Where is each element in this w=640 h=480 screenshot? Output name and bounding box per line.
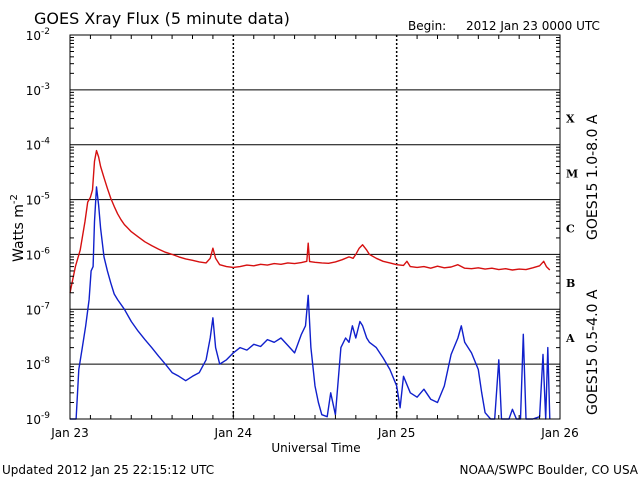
- y-tick-exponent: -8: [41, 356, 50, 366]
- y-tick-label: 10-2: [26, 27, 50, 43]
- flare-class-label: B: [566, 277, 575, 290]
- flare-class-label: A: [565, 332, 575, 345]
- series-short-line: [70, 186, 551, 420]
- flare-class-label: X: [566, 113, 575, 126]
- flare-class-label: C: [566, 222, 575, 235]
- x-tick-label: Jan 23: [50, 426, 89, 440]
- y-tick-base: 10: [26, 29, 41, 43]
- source-credit: NOAA/SWPC Boulder, CO USA: [460, 463, 639, 477]
- y-tick-exponent: -3: [41, 82, 50, 92]
- begin-label: Begin:: [408, 19, 446, 33]
- updated-timestamp: Updated 2012 Jan 25 22:15:12 UTC: [2, 463, 214, 477]
- y-tick-base: 10: [26, 248, 41, 262]
- x-tick-label: Jan 25: [377, 426, 416, 440]
- axis-ticks: [69, 35, 561, 419]
- begin-value: 2012 Jan 23 0000 UTC: [466, 19, 600, 33]
- y-axis-title: Watts m-2: [9, 194, 27, 262]
- series-label-short: GOES15 0.5-4.0 A: [585, 289, 601, 415]
- plot-frame: [69, 34, 561, 420]
- y-axis-title-text: Watts m: [11, 204, 27, 262]
- y-tick-label: 10-3: [26, 82, 50, 98]
- series-label-long: GOES15 1.0-8.0 A: [585, 114, 601, 240]
- grid: [70, 35, 560, 419]
- y-tick-base: 10: [26, 194, 41, 208]
- y-tick-base: 10: [26, 84, 41, 98]
- y-tick-base: 10: [26, 139, 41, 153]
- x-axis-title: Universal Time: [271, 441, 360, 455]
- y-tick-exponent: -5: [41, 192, 50, 202]
- y-tick-label: 10-5: [26, 192, 50, 208]
- y-tick-exponent: -2: [41, 27, 50, 37]
- y-tick-base: 10: [26, 303, 41, 317]
- y-tick-base: 10: [26, 413, 41, 427]
- y-tick-label: 10-7: [26, 301, 50, 317]
- y-tick-label: 10-8: [26, 356, 51, 372]
- x-tick-label: Jan 24: [214, 426, 253, 440]
- flare-class-label: M: [566, 167, 578, 180]
- y-axis-title-exponent: -2: [9, 194, 20, 204]
- y-tick-label: 10-6: [26, 246, 51, 262]
- y-tick-exponent: -6: [41, 246, 50, 256]
- series-lines: [69, 149, 551, 420]
- y-tick-label: 10-4: [26, 137, 51, 153]
- y-tick-exponent: -4: [41, 137, 50, 147]
- y-tick-exponent: -7: [41, 301, 50, 311]
- chart-title: GOES Xray Flux (5 minute data): [34, 9, 290, 28]
- x-tick-label: Jan 26: [540, 426, 579, 440]
- y-tick-label: 10-9: [26, 411, 51, 427]
- y-tick-exponent: -9: [41, 411, 50, 421]
- y-tick-base: 10: [26, 358, 41, 372]
- series-long-line: [69, 149, 551, 293]
